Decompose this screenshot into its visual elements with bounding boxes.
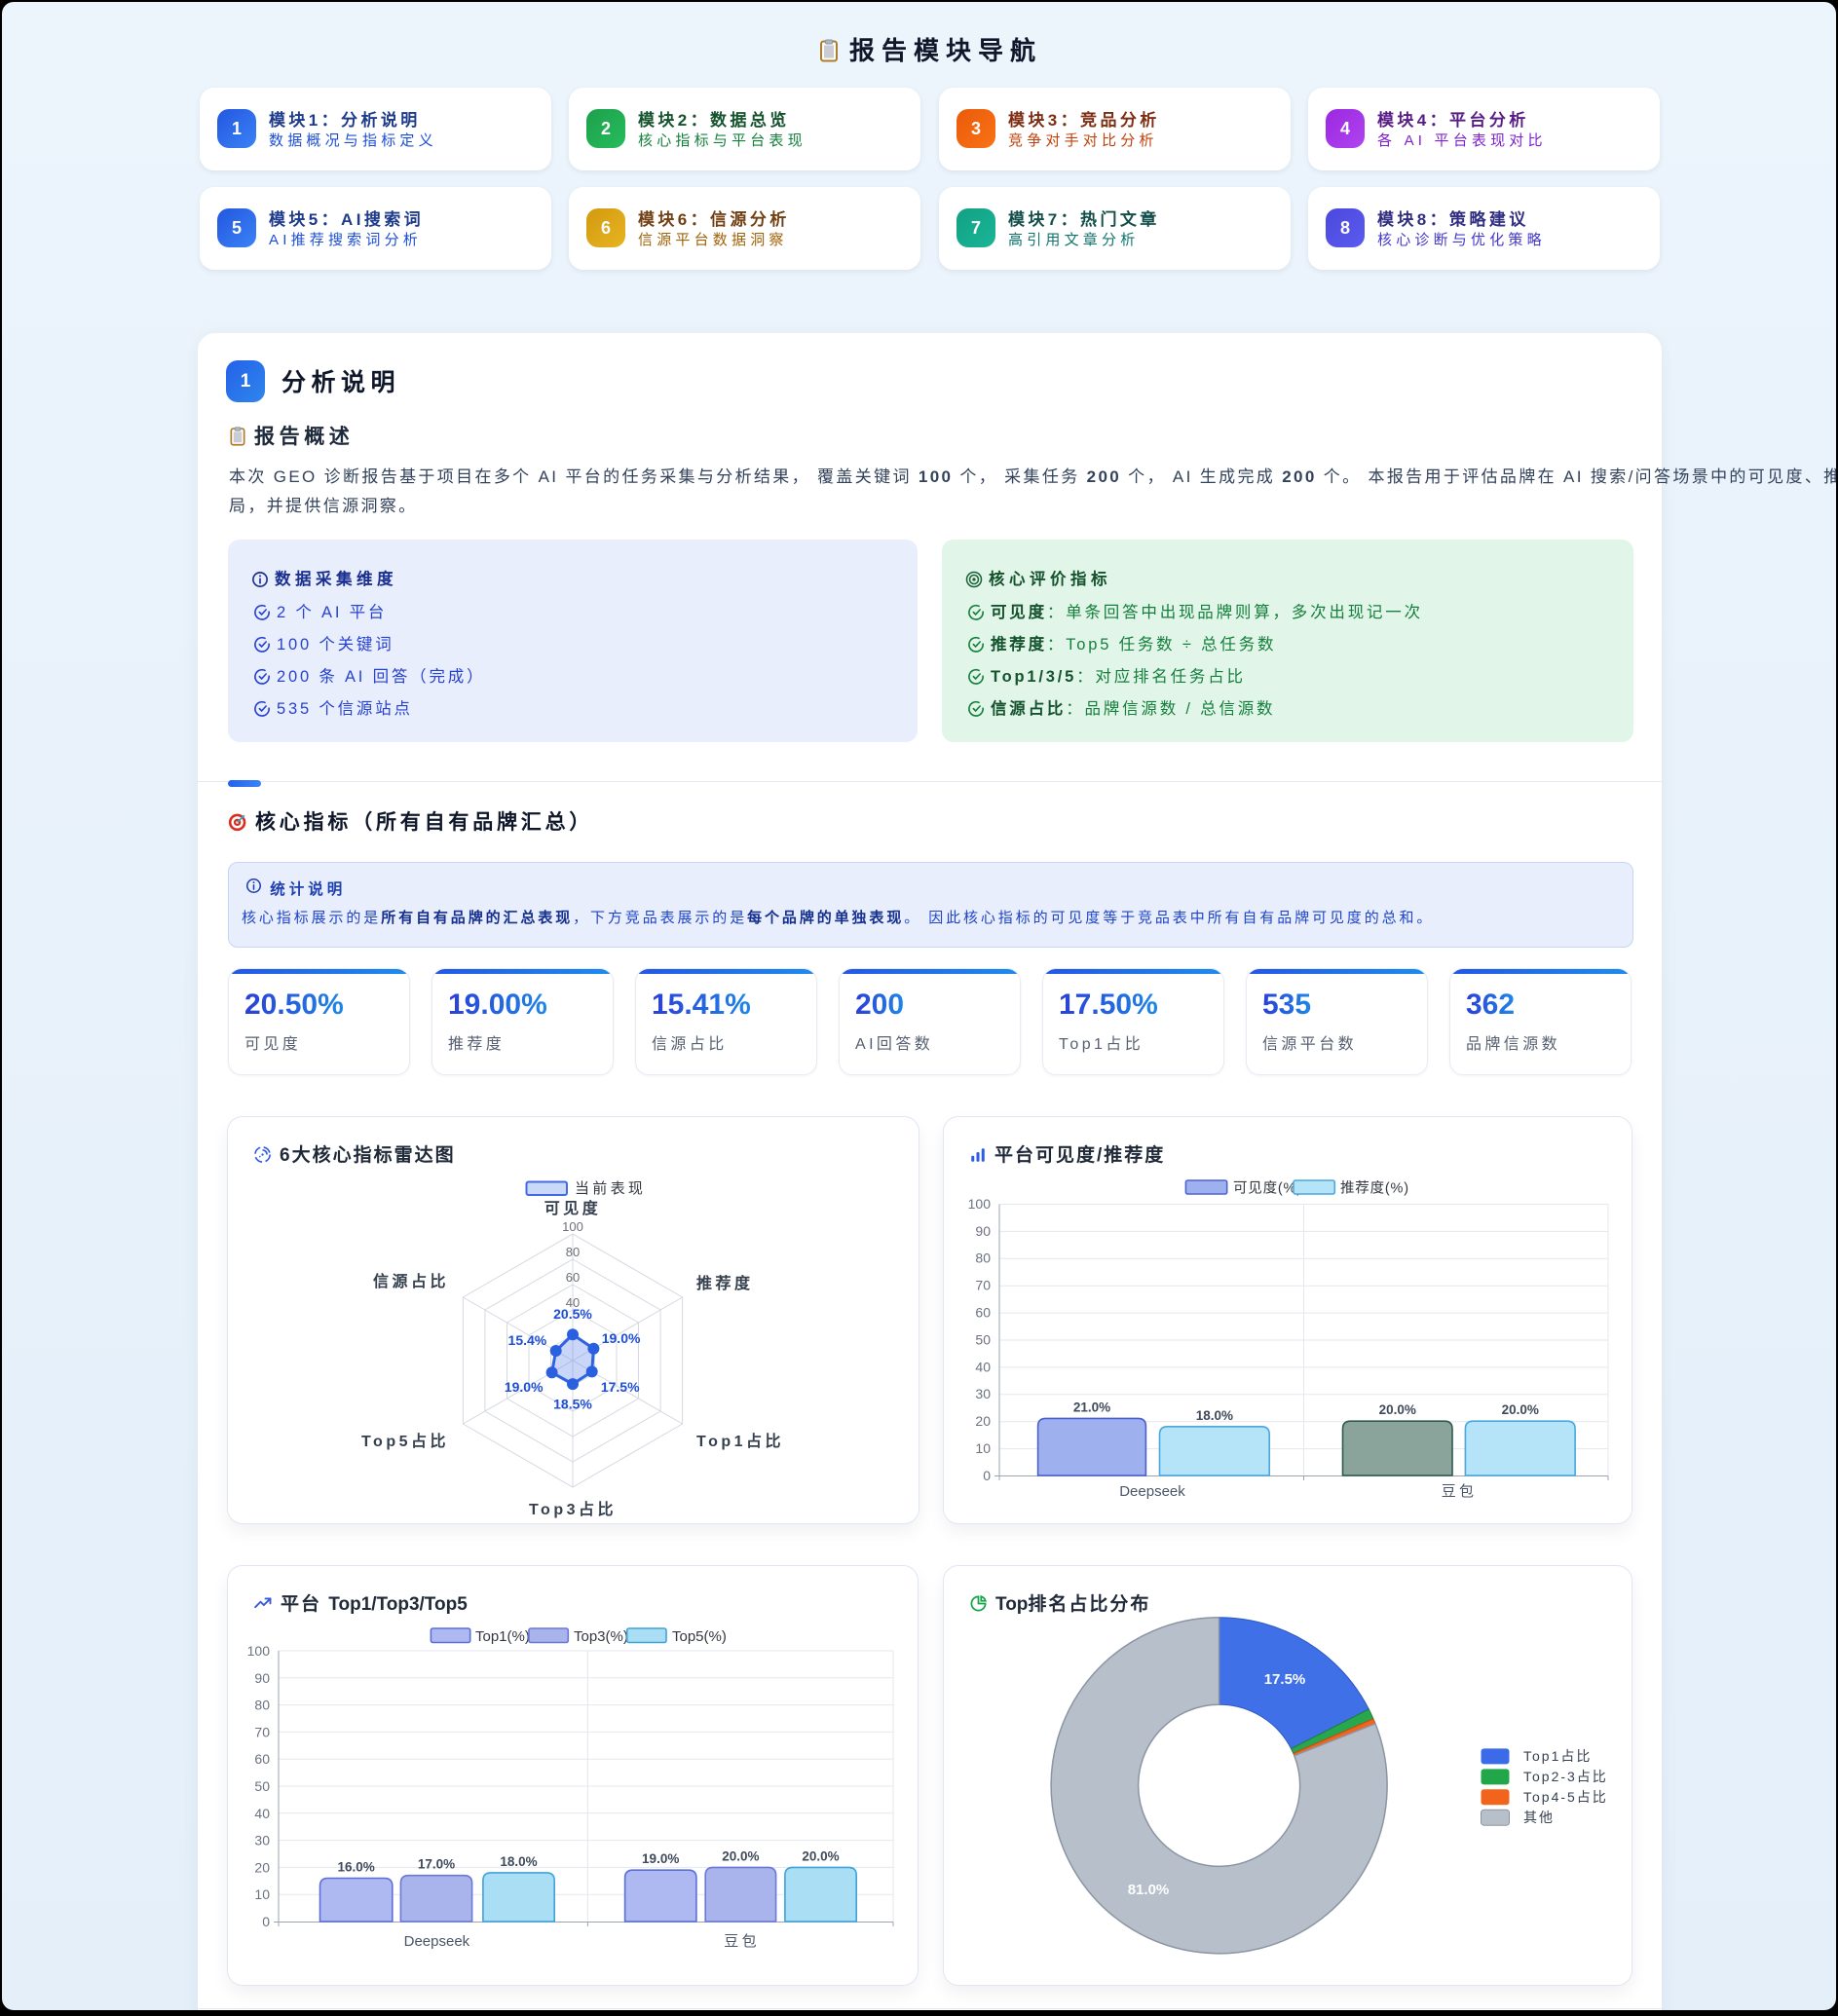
svg-text:100: 100 <box>247 1643 271 1659</box>
svg-text:30: 30 <box>975 1386 991 1401</box>
svg-text:30: 30 <box>254 1833 270 1848</box>
svg-text:信源占比: 信源占比 <box>373 1272 449 1290</box>
svg-text:当前表现: 当前表现 <box>575 1180 646 1197</box>
svg-text:推荐度: 推荐度 <box>696 1274 754 1292</box>
svg-text:18.0%: 18.0% <box>1196 1408 1233 1423</box>
svg-text:21.0%: 21.0% <box>1073 1400 1110 1414</box>
svg-text:Deepseek: Deepseek <box>404 1933 470 1950</box>
svg-text:80: 80 <box>566 1245 580 1259</box>
svg-text:20.0%: 20.0% <box>1502 1402 1539 1417</box>
svg-text:Deepseek: Deepseek <box>1119 1483 1185 1500</box>
svg-text:Top1占比: Top1占比 <box>696 1432 784 1450</box>
svg-text:70: 70 <box>975 1278 991 1293</box>
svg-text:81.0%: 81.0% <box>1128 1882 1170 1898</box>
svg-text:60: 60 <box>566 1270 580 1285</box>
svg-text:其他: 其他 <box>1523 1810 1555 1825</box>
svg-text:18.5%: 18.5% <box>553 1397 592 1412</box>
svg-text:80: 80 <box>254 1698 270 1713</box>
svg-text:Top1占比: Top1占比 <box>1523 1748 1592 1764</box>
svg-text:40: 40 <box>254 1806 270 1821</box>
svg-text:Top3(%): Top3(%) <box>574 1628 628 1645</box>
svg-text:80: 80 <box>975 1251 991 1266</box>
svg-text:Top4-5占比: Top4-5占比 <box>1523 1789 1608 1805</box>
svg-text:100: 100 <box>968 1196 992 1212</box>
svg-text:40: 40 <box>566 1295 580 1310</box>
svg-text:推荐度(%): 推荐度(%) <box>1340 1180 1409 1197</box>
svg-text:可见度: 可见度 <box>544 1199 602 1217</box>
svg-text:20: 20 <box>254 1859 270 1875</box>
svg-text:15.4%: 15.4% <box>508 1332 547 1348</box>
svg-text:16.0%: 16.0% <box>337 1860 374 1875</box>
svg-text:豆包: 豆包 <box>724 1933 760 1950</box>
svg-text:19.0%: 19.0% <box>505 1379 544 1395</box>
svg-text:10: 10 <box>254 1886 270 1902</box>
svg-text:100: 100 <box>562 1219 583 1234</box>
svg-text:Top2-3占比: Top2-3占比 <box>1523 1769 1608 1784</box>
svg-text:50: 50 <box>254 1778 270 1794</box>
svg-text:豆包: 豆包 <box>1442 1483 1478 1500</box>
svg-text:0: 0 <box>983 1468 991 1483</box>
svg-text:可见度(%): 可见度(%) <box>1233 1180 1302 1197</box>
svg-text:19.0%: 19.0% <box>642 1851 679 1866</box>
svg-text:90: 90 <box>254 1670 270 1686</box>
svg-text:90: 90 <box>975 1223 991 1239</box>
svg-text:40: 40 <box>975 1359 991 1374</box>
svg-text:20.5%: 20.5% <box>553 1306 592 1322</box>
svg-text:18.0%: 18.0% <box>500 1854 537 1869</box>
svg-text:Top5(%): Top5(%) <box>672 1628 727 1645</box>
svg-text:20.0%: 20.0% <box>722 1848 759 1863</box>
svg-text:17.5%: 17.5% <box>601 1379 640 1395</box>
svg-text:20.0%: 20.0% <box>802 1848 839 1863</box>
svg-text:Top3占比: Top3占比 <box>529 1500 617 1518</box>
svg-text:Top5占比: Top5占比 <box>361 1432 449 1450</box>
svg-text:60: 60 <box>254 1751 270 1767</box>
svg-text:20: 20 <box>975 1413 991 1429</box>
svg-text:20.0%: 20.0% <box>1379 1402 1416 1417</box>
svg-text:10: 10 <box>975 1440 991 1456</box>
svg-text:17.0%: 17.0% <box>418 1857 455 1872</box>
svg-text:50: 50 <box>975 1331 991 1347</box>
svg-text:Top1(%): Top1(%) <box>475 1628 530 1645</box>
svg-text:0: 0 <box>262 1914 270 1929</box>
svg-text:70: 70 <box>254 1724 270 1739</box>
svg-text:60: 60 <box>975 1305 991 1321</box>
svg-text:17.5%: 17.5% <box>1264 1671 1306 1688</box>
svg-text:19.0%: 19.0% <box>602 1330 641 1346</box>
